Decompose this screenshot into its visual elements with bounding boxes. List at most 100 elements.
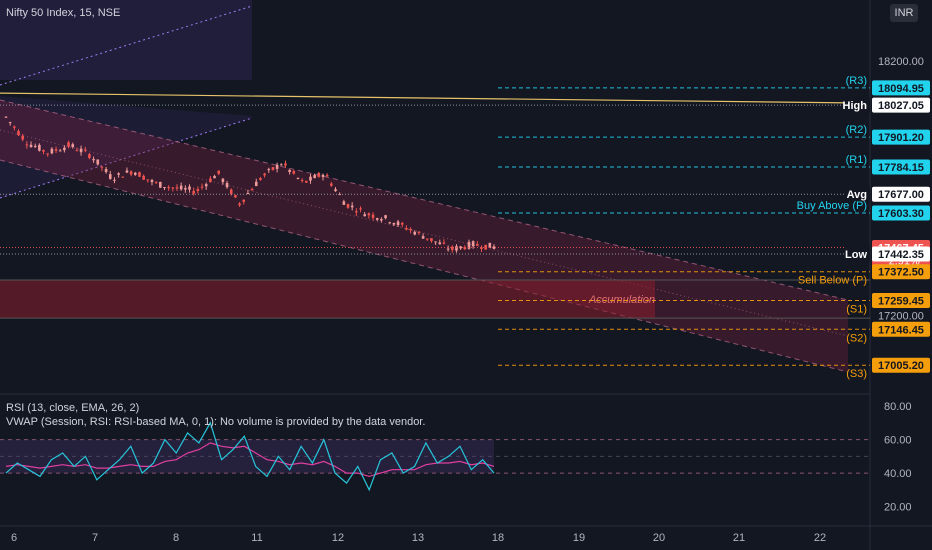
- candle-body: [296, 177, 300, 179]
- price-badge-text-r2: 17901.20: [878, 132, 924, 144]
- vwap-indicator-note: VWAP (Session, RSI: RSI-based MA, 0, 1):…: [6, 416, 426, 428]
- candle-body: [346, 204, 350, 208]
- candle-body: [50, 148, 54, 154]
- accumulation-zone: [0, 280, 655, 319]
- candle-body: [396, 221, 400, 226]
- candle-body: [83, 149, 87, 151]
- time-tick-label: 18: [492, 532, 504, 544]
- candle-body: [234, 195, 237, 198]
- trend-line-upper: [0, 5, 253, 86]
- candle-body: [184, 188, 187, 190]
- candle-body: [400, 222, 404, 225]
- level-label-s1: (S1): [846, 304, 867, 316]
- candle-body: [350, 205, 354, 208]
- candle-body: [292, 171, 296, 174]
- candle-body: [313, 175, 316, 179]
- candle-body: [225, 182, 229, 188]
- descending-channel: [0, 100, 848, 372]
- candle-body: [421, 236, 425, 239]
- candle-body: [42, 150, 45, 152]
- candle-body: [154, 182, 158, 184]
- candle-body: [29, 144, 33, 148]
- candle-body: [384, 215, 387, 219]
- candle-body: [417, 231, 421, 233]
- candle-body: [284, 163, 287, 166]
- time-tick-label: 12: [332, 532, 344, 544]
- price-badge-low: [872, 246, 930, 262]
- candle-body: [263, 173, 266, 176]
- candle-body: [242, 199, 246, 202]
- candle-body: [104, 169, 108, 173]
- candle-body: [363, 214, 367, 217]
- candle-body: [21, 135, 24, 140]
- candle-body: [288, 169, 291, 172]
- candle-body: [463, 247, 467, 250]
- fib-zone-upper: [0, 0, 252, 80]
- time-tick-label: 11: [251, 532, 262, 544]
- candle-body: [275, 164, 279, 169]
- trend-line-lower: [0, 117, 253, 199]
- candle-body: [259, 178, 262, 180]
- candle-body: [325, 175, 329, 177]
- price-badge-text-p: 17603.30: [878, 208, 924, 220]
- level-label-avg: Avg: [847, 189, 867, 201]
- candle-body: [92, 158, 95, 161]
- candle-body: [450, 246, 454, 250]
- candle-body: [367, 213, 371, 216]
- price-badge-s2: [872, 321, 930, 337]
- level-tag-bg: [844, 186, 870, 203]
- price-badge-text-r3: 18094.95: [878, 83, 924, 95]
- candle-body: [4, 116, 8, 118]
- time-tick-label: 22: [814, 532, 826, 544]
- level-tag-bg: [844, 245, 870, 262]
- candle-body: [204, 184, 208, 187]
- candle-body: [71, 144, 75, 148]
- candle-body: [54, 149, 58, 151]
- candle-body: [492, 246, 496, 249]
- price-badge-sell: [872, 264, 930, 280]
- symbol-title: Nifty 50 Index, 15, NSE: [6, 7, 121, 19]
- candle-body: [430, 238, 433, 242]
- candle-body: [455, 246, 458, 251]
- price-badge-avg: [872, 186, 930, 202]
- candle-body: [163, 187, 166, 189]
- price-badge-text-sell: 17372.50: [878, 267, 924, 279]
- level-label-s3: (S3): [846, 368, 867, 380]
- rsi-tick-label: 40.00: [884, 468, 912, 480]
- candle-body: [488, 242, 492, 248]
- candle-body: [330, 183, 333, 186]
- candle-body: [25, 144, 29, 146]
- candle-body: [192, 190, 195, 194]
- channel-mid: [0, 129, 849, 337]
- rsi-pane[interactable]: [0, 421, 870, 492]
- candle-body: [413, 231, 417, 235]
- candle-body: [442, 242, 446, 244]
- candle-body: [355, 211, 358, 213]
- candle-body: [484, 244, 487, 250]
- candle-body: [238, 203, 241, 206]
- rsi-indicator-title: RSI (13, close, EMA, 26, 2): [6, 402, 140, 414]
- candle-body: [75, 150, 79, 152]
- candle-body: [476, 243, 479, 246]
- candle-body: [179, 185, 183, 190]
- candle-body: [209, 178, 212, 183]
- candle-body: [200, 186, 204, 188]
- currency-button[interactable]: INR: [890, 4, 918, 22]
- price-badge-text-s2: 17146.45: [878, 324, 924, 336]
- candle-body: [88, 154, 91, 158]
- level-label-r2: (R2): [846, 124, 867, 136]
- time-tick-label: 8: [173, 532, 179, 544]
- candle-body: [138, 172, 141, 177]
- candle-body: [133, 172, 137, 175]
- candle-body: [46, 153, 50, 155]
- candle-body: [467, 241, 471, 249]
- channel-bottom: [0, 159, 849, 373]
- candle-body: [375, 218, 379, 220]
- rsi-tick-label: 20.00: [884, 502, 912, 514]
- candle-body: [254, 181, 258, 187]
- price-badge-s1: [872, 293, 930, 309]
- candle-body: [146, 179, 150, 181]
- price-tick-label: 17200.00: [878, 311, 924, 323]
